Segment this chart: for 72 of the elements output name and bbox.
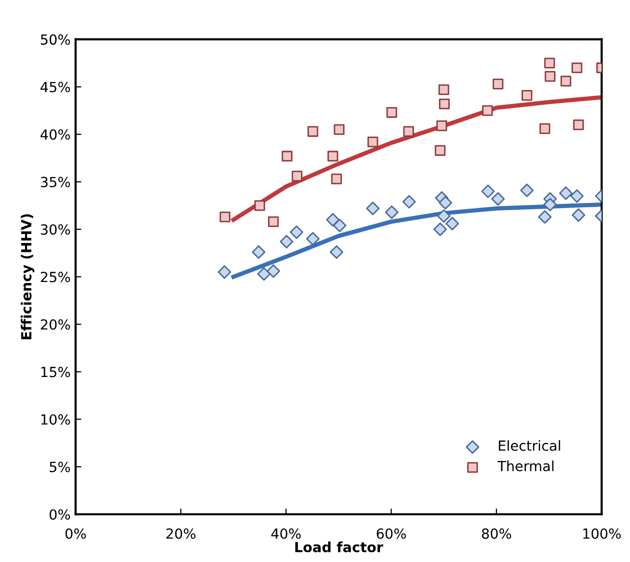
point — [520, 184, 534, 198]
y-tick-label: 50% — [40, 34, 70, 45]
point — [282, 150, 292, 162]
point — [482, 105, 493, 116]
point — [539, 123, 550, 134]
legend-label: Thermal — [497, 460, 554, 472]
point — [481, 184, 495, 198]
point — [386, 107, 398, 118]
point — [266, 264, 280, 278]
point — [257, 267, 271, 281]
point — [218, 265, 232, 279]
point — [307, 126, 318, 137]
y-tick-label: 10% — [41, 414, 70, 425]
x-tick-label: 0% — [66, 528, 86, 539]
legend-label: Electrical — [498, 440, 560, 451]
point — [268, 216, 279, 228]
point — [439, 98, 450, 110]
point — [332, 218, 346, 232]
y-tick-label: 20% — [40, 319, 70, 330]
point — [559, 186, 573, 200]
point — [280, 234, 294, 248]
point — [385, 205, 399, 219]
y-tick-label: 30% — [40, 224, 70, 235]
point — [437, 209, 451, 223]
point — [330, 245, 344, 259]
point — [538, 210, 552, 224]
point — [367, 136, 378, 148]
line-series — [231, 95, 602, 222]
point — [438, 84, 450, 96]
point — [252, 245, 266, 259]
x-axis-title: Load factor — [295, 542, 384, 552]
point — [403, 126, 414, 137]
point — [570, 189, 584, 203]
point — [433, 222, 447, 236]
y-axis-title: Efficiency (HHV) — [20, 214, 34, 340]
y-tick-label: 0% — [50, 509, 70, 520]
x-tick-label: 100% — [583, 528, 621, 539]
point — [306, 232, 320, 246]
point — [254, 200, 266, 211]
point — [290, 225, 304, 239]
point — [572, 208, 586, 222]
point — [292, 170, 302, 182]
point — [402, 195, 416, 208]
point — [491, 192, 505, 206]
point — [220, 212, 230, 222]
point — [446, 216, 459, 230]
point — [543, 198, 557, 212]
y-tick-label: 45% — [40, 82, 70, 92]
point — [331, 174, 342, 184]
x-tick-label: 80% — [482, 528, 512, 539]
x-tick-label: 20% — [166, 528, 196, 539]
point — [544, 71, 556, 82]
point — [560, 76, 572, 86]
y-tick-label: 5% — [50, 462, 70, 472]
point — [327, 150, 338, 162]
point — [492, 78, 504, 90]
point — [522, 90, 532, 101]
point — [572, 62, 582, 74]
point — [334, 124, 345, 135]
y-tick-label: 40% — [40, 129, 70, 140]
point — [436, 120, 448, 132]
x-tick-label: 40% — [271, 528, 301, 539]
y-tick-label: 35% — [40, 176, 70, 188]
x-tick-label: 60% — [376, 528, 406, 539]
point — [573, 119, 584, 130]
point — [544, 58, 555, 68]
point — [434, 145, 446, 156]
point — [366, 202, 380, 216]
y-tick-label: 15% — [41, 366, 70, 378]
y-tick-label: 25% — [40, 272, 70, 282]
point — [326, 213, 340, 227]
point — [438, 196, 452, 210]
